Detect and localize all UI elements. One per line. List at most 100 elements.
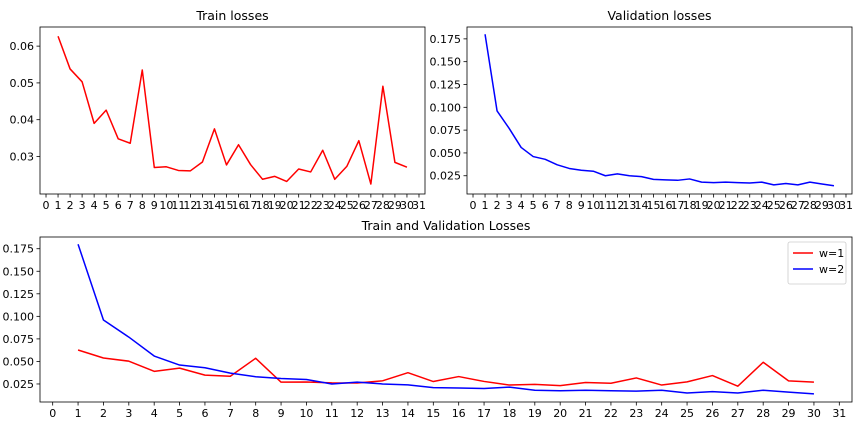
x-tick-label: 3 — [125, 407, 132, 420]
x-tick-label: 25 — [680, 407, 694, 420]
y-tick-label: 0.100 — [430, 101, 462, 114]
x-tick-label: 18 — [502, 407, 516, 420]
x-tick-label: 1 — [75, 407, 82, 420]
x-tick-label: 11 — [325, 407, 339, 420]
x-tick-label: 19 — [528, 407, 542, 420]
x-tick-label: 4 — [151, 407, 158, 420]
x-tick-label: 11 — [171, 199, 185, 212]
x-tick-label: 21 — [292, 199, 306, 212]
x-tick-label: 9 — [578, 199, 585, 212]
series-line-w=2 — [77, 243, 814, 395]
x-tick-label: 16 — [659, 199, 673, 212]
x-tick-label: 29 — [815, 199, 829, 212]
axes-frame — [466, 26, 853, 195]
x-tick-label: 9 — [278, 407, 285, 420]
x-tick-label: 22 — [604, 407, 618, 420]
x-tick-label: 20 — [707, 199, 721, 212]
chart-title: Train losses — [195, 8, 268, 23]
x-tick-label: 10 — [586, 199, 600, 212]
x-tick-label: 23 — [629, 407, 643, 420]
x-tick-label: 6 — [542, 199, 549, 212]
x-tick-label: 18 — [256, 199, 270, 212]
x-tick-label: 29 — [782, 407, 796, 420]
x-tick-label: 1 — [55, 199, 62, 212]
x-tick-label: 2 — [494, 199, 501, 212]
x-tick-label: 30 — [400, 199, 414, 212]
x-tick-label: 23 — [316, 199, 330, 212]
x-tick-label: 11 — [598, 199, 612, 212]
x-tick-label: 15 — [219, 199, 233, 212]
chart-title: Train and Validation Losses — [361, 218, 531, 233]
x-tick-label: 7 — [127, 199, 134, 212]
x-tick-label: 2 — [100, 407, 107, 420]
x-tick-label: 29 — [388, 199, 402, 212]
x-tick-label: 8 — [566, 199, 573, 212]
x-tick-label: 5 — [530, 199, 537, 212]
y-tick-label: 0.025 — [3, 378, 35, 391]
y-tick-label: 0.100 — [3, 310, 35, 323]
x-tick-label: 14 — [401, 407, 415, 420]
x-tick-label: 5 — [103, 199, 110, 212]
x-tick-label: 6 — [201, 407, 208, 420]
x-tick-label: 17 — [671, 199, 685, 212]
y-tick-label: 0.150 — [3, 265, 35, 278]
y-tick-label: 0.075 — [3, 333, 35, 346]
legend-label-w=2: w=2 — [819, 263, 844, 276]
x-tick-label: 27 — [364, 199, 378, 212]
x-tick-label: 26 — [352, 199, 366, 212]
x-tick-label: 8 — [139, 199, 146, 212]
x-tick-label: 26 — [705, 407, 719, 420]
x-tick-label: 19 — [695, 199, 709, 212]
x-tick-label: 3 — [79, 199, 86, 212]
x-tick-label: 27 — [791, 199, 805, 212]
x-tick-label: 16 — [232, 199, 246, 212]
x-tick-label: 25 — [340, 199, 354, 212]
series-line-0 — [57, 35, 408, 185]
x-tick-label: 2 — [67, 199, 74, 212]
y-tick-label: 0.150 — [430, 56, 462, 69]
y-tick-label: 0.050 — [3, 355, 35, 368]
x-tick-label: 22 — [304, 199, 318, 212]
x-tick-label: 0 — [43, 199, 50, 212]
x-tick-label: 8 — [252, 407, 259, 420]
x-tick-label: 9 — [151, 199, 158, 212]
axes-frame — [39, 26, 426, 195]
x-tick-label: 13 — [376, 407, 390, 420]
x-tick-label: 30 — [807, 407, 821, 420]
y-tick-label: 0.125 — [3, 288, 35, 301]
y-tick-label: 0.075 — [430, 124, 462, 137]
x-tick-label: 18 — [683, 199, 697, 212]
x-tick-label: 14 — [207, 199, 221, 212]
x-tick-label: 24 — [328, 199, 342, 212]
legend-label-w=1: w=1 — [819, 247, 844, 260]
x-tick-label: 28 — [376, 199, 390, 212]
y-tick-label: 0.05 — [10, 77, 35, 90]
x-tick-label: 3 — [506, 199, 513, 212]
x-tick-label: 25 — [767, 199, 781, 212]
series-line-0 — [484, 34, 835, 187]
x-tick-label: 7 — [554, 199, 561, 212]
y-tick-label: 0.175 — [3, 243, 35, 256]
x-tick-label: 1 — [482, 199, 489, 212]
x-tick-label: 26 — [779, 199, 793, 212]
x-tick-label: 7 — [227, 407, 234, 420]
x-tick-label: 17 — [244, 199, 258, 212]
y-tick-label: 0.175 — [430, 33, 462, 46]
x-tick-label: 27 — [731, 407, 745, 420]
y-tick-label: 0.050 — [430, 147, 462, 160]
x-tick-label: 0 — [470, 199, 477, 212]
x-tick-label: 22 — [731, 199, 745, 212]
x-tick-label: 13 — [622, 199, 636, 212]
x-tick-label: 15 — [646, 199, 660, 212]
x-tick-label: 4 — [518, 199, 525, 212]
x-tick-label: 31 — [832, 407, 846, 420]
x-tick-label: 17 — [477, 407, 491, 420]
x-tick-label: 23 — [743, 199, 757, 212]
x-tick-label: 31 — [412, 199, 426, 212]
x-tick-label: 0 — [49, 407, 56, 420]
x-tick-label: 15 — [426, 407, 440, 420]
chart-title: Validation losses — [607, 8, 711, 23]
